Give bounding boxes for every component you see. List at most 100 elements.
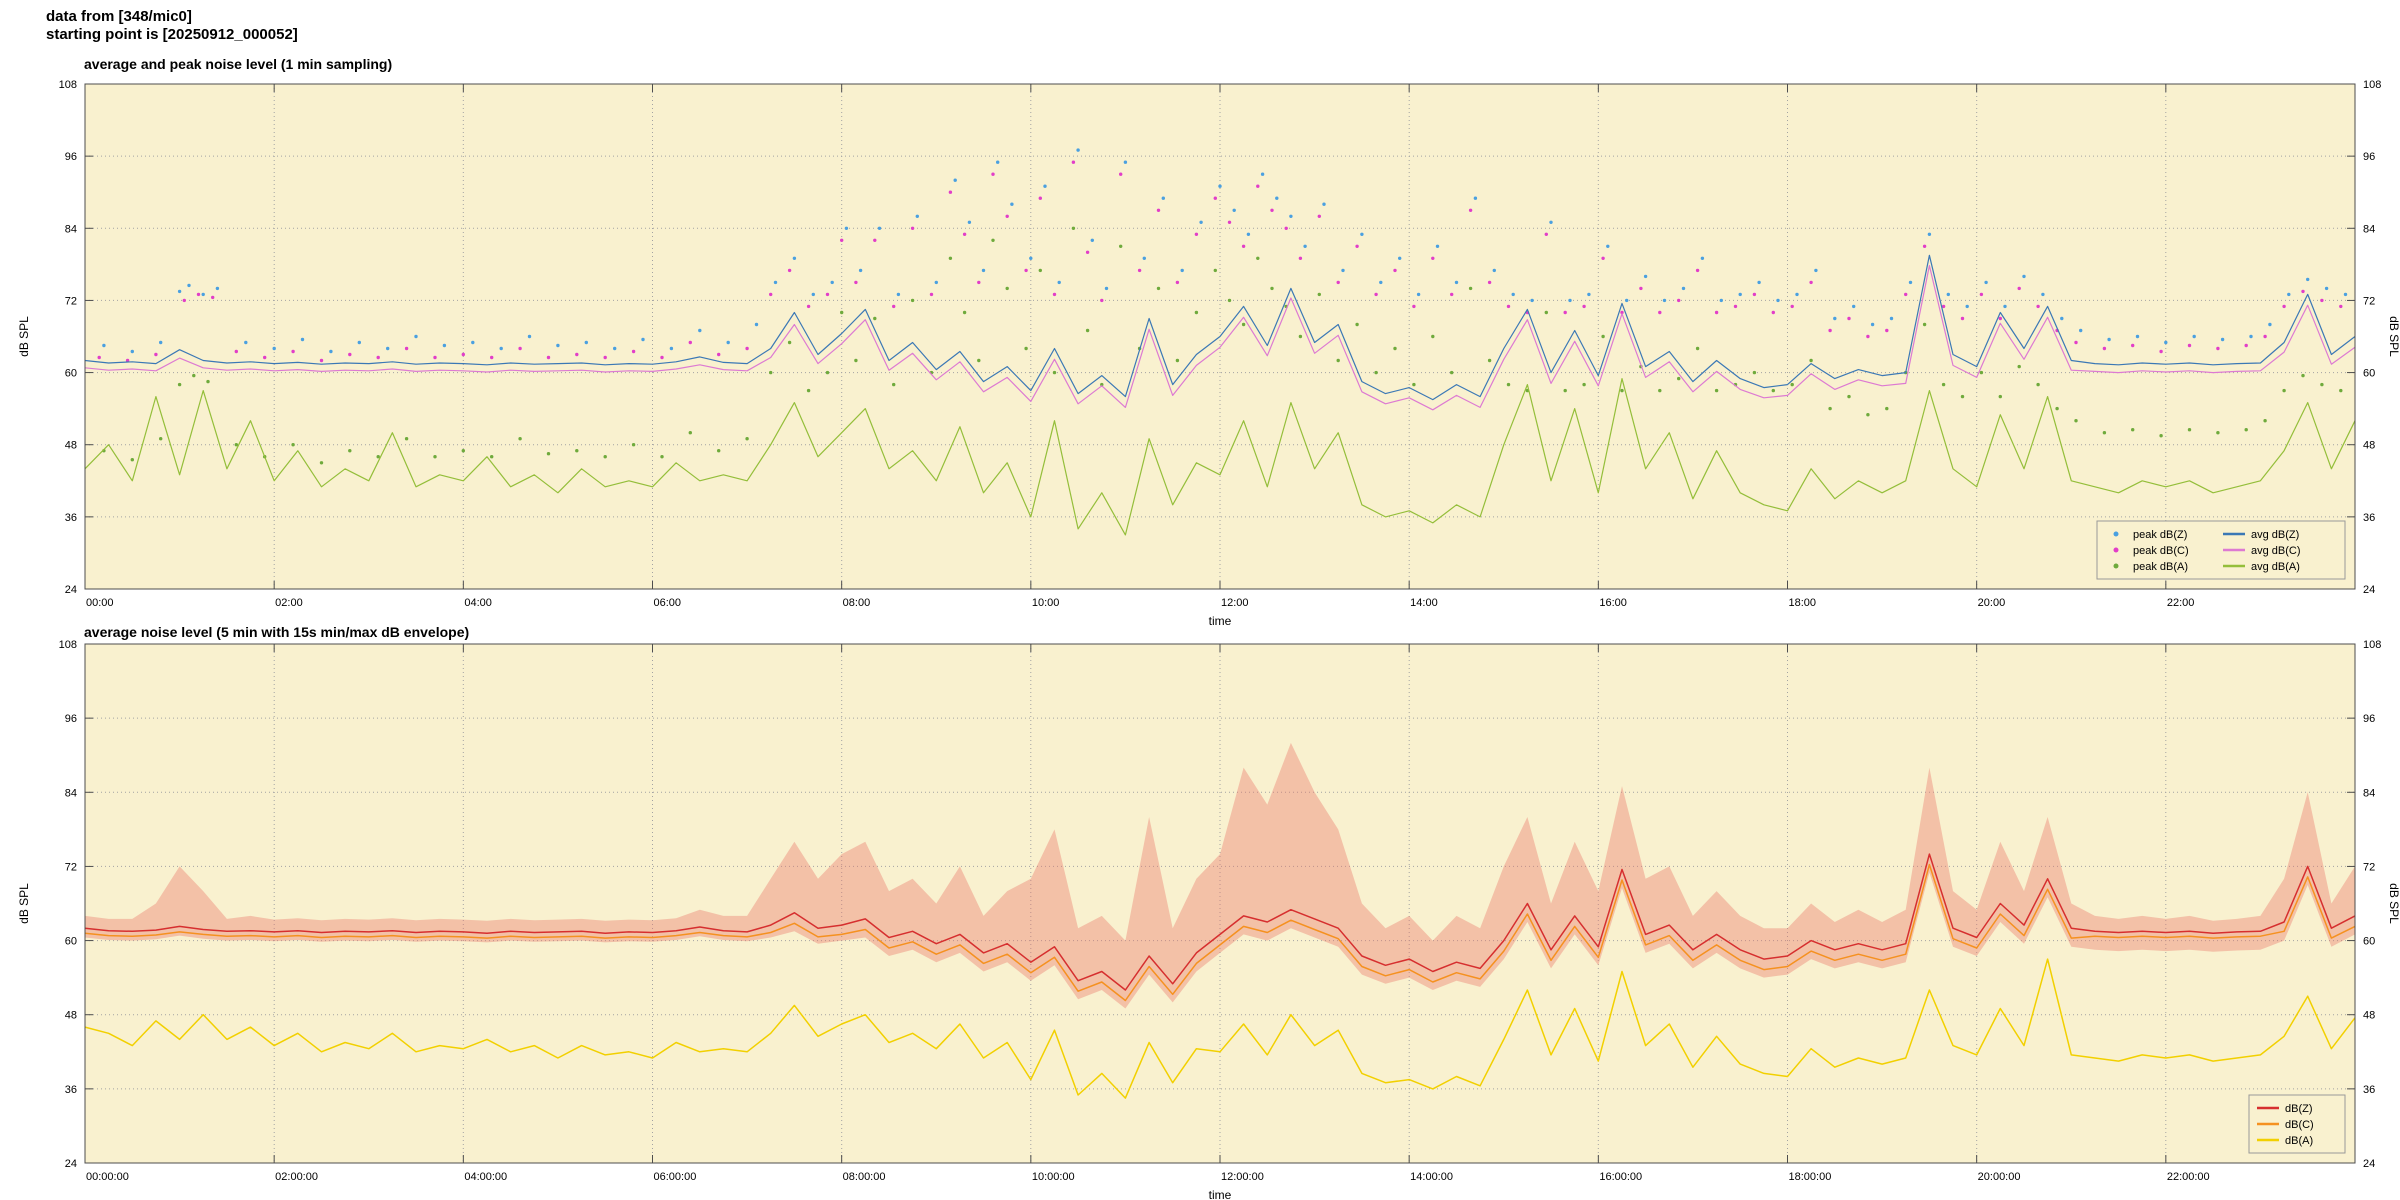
series-point-peakdb(z) [1492,268,1497,273]
series-band-envelope [85,742,2355,1009]
series-point-peakdb(a) [1752,370,1757,375]
series-point-peakdb(z) [471,340,475,345]
series-point-peakdb(c) [1317,214,1322,218]
series-point-peakdb(a) [1270,286,1274,291]
series-point-peakdb(z) [967,220,972,224]
series-point-peakdb(c) [518,346,522,351]
series-point-peakdb(z) [1275,196,1279,200]
series-point-peakdb(c) [2102,346,2107,351]
series-point-peakdb(c) [787,268,792,273]
ytick-label-right: 48 [2363,440,2375,452]
ytick-label-right: 72 [2363,295,2375,307]
series-point-peakdb(c) [769,292,773,297]
series-point-peakdb(a) [1771,388,1776,393]
series-point-peakdb(z) [1511,292,1515,297]
series-point-peakdb(c) [1052,292,1057,297]
series-point-peakdb(z) [1587,292,1591,297]
series-point-peakdb(a) [1071,226,1076,230]
series-point-peakdb(a) [2055,406,2059,411]
series-point-peakdb(z) [669,346,674,351]
series-point-peakdb(z) [726,340,730,345]
series-point-peakdb(z) [130,349,134,354]
series-point-peakdb(z) [1398,256,1402,260]
series-point-peakdb(a) [433,455,437,459]
series-point-peakdb(z) [1180,268,1184,273]
xtick-label: 10:00:00 [1032,1171,1075,1183]
series-point-peakdb(c) [1227,220,1232,224]
ytick-label-left: 48 [65,1010,77,1022]
series-point-peakdb(a) [1119,244,1123,248]
series-point-peakdb(c) [263,355,267,360]
series-point-peakdb(z) [357,340,361,345]
ytick-label-left: 84 [65,787,77,799]
series-point-peakdb(c) [546,355,551,360]
series-point-peakdb(a) [319,461,324,465]
series-point-peakdb(a) [603,455,607,459]
series-point-peakdb(a) [1544,310,1549,315]
series-point-peakdb(a) [1005,286,1009,291]
series-point-peakdb(a) [962,310,967,315]
series-point-peakdb(c) [1790,304,1794,309]
series-point-peakdb(a) [854,358,858,363]
ytick-label-left: 24 [65,584,77,596]
series-line-db(c) [84,863,2356,1002]
series-point-peakdb(a) [1620,388,1624,393]
series-point-peakdb(a) [769,370,773,375]
series-point-peakdb(z) [1104,286,1109,291]
series-point-peakdb(c) [1412,304,1416,309]
series-point-peakdb(c) [1156,208,1161,212]
series-point-peakdb(z) [1043,184,1047,188]
series-point-peakdb(c) [688,340,692,345]
series-point-peakdb(z) [915,214,919,218]
series-point-peakdb(c) [575,352,579,357]
series-point-peakdb(z) [1029,256,1033,260]
series-point-peakdb(c) [854,280,858,285]
legend-label: avg dB(Z) [2251,529,2299,541]
series-point-peakdb(c) [1885,328,1889,333]
series-point-peakdb(z) [1870,322,1875,327]
series-point-peakdb(z) [1606,244,1610,248]
series-point-peakdb(z) [2164,340,2168,345]
series-point-peakdb(a) [2216,431,2220,435]
xtick-label: 08:00 [843,597,871,609]
header-line1: data from [348/mic0] [46,8,192,25]
ytick-label-right: 84 [2363,223,2375,235]
series-point-peakdb(z) [811,292,815,297]
series-point-peakdb(z) [1757,280,1761,285]
series-point-peakdb(a) [1487,358,1492,363]
series-point-peakdb(z) [2079,328,2083,333]
series-point-peakdb(c) [234,349,238,354]
series-point-peakdb(z) [641,337,645,342]
xtick-label: 14:00 [1410,597,1438,609]
series-line-avgdb(a) [84,378,2356,536]
series-point-peakdb(a) [806,388,811,393]
series-point-peakdb(a) [991,238,995,242]
series-point-peakdb(a) [1790,382,1794,387]
series-point-peakdb(z) [300,337,305,342]
series-point-peakdb(a) [546,452,551,456]
series-point-peakdb(c) [1005,214,1009,218]
series-point-peakdb(c) [1904,292,1908,297]
series-point-peakdb(c) [1601,256,1605,260]
series-point-peakdb(c) [2036,304,2040,309]
series-point-peakdb(z) [1057,280,1061,285]
series-point-peakdb(c) [1213,196,1218,200]
series-point-peakdb(c) [490,355,494,360]
series-point-peakdb(a) [1979,370,1984,375]
ytick-label-left: 108 [59,79,77,91]
series-point-peakdb(z) [1530,298,1534,303]
series-point-peakdb(a) [2036,382,2040,387]
series-point-peakdb(c) [2282,304,2286,309]
xtick-label: 06:00 [654,597,682,609]
series-point-peakdb(a) [1298,334,1303,339]
series-point-peakdb(c) [1714,310,1719,315]
series-point-peakdb(z) [414,334,418,339]
series-point-peakdb(a) [1317,292,1322,297]
series-point-peakdb(a) [2017,364,2021,369]
series-point-peakdb(z) [1360,232,1364,236]
series-point-peakdb(c) [1038,196,1043,200]
series-point-peakdb(a) [2320,382,2324,387]
series-line-avgdb(z) [84,254,2356,401]
series-point-peakdb(c) [962,232,967,236]
series-point-peakdb(a) [1450,370,1454,375]
